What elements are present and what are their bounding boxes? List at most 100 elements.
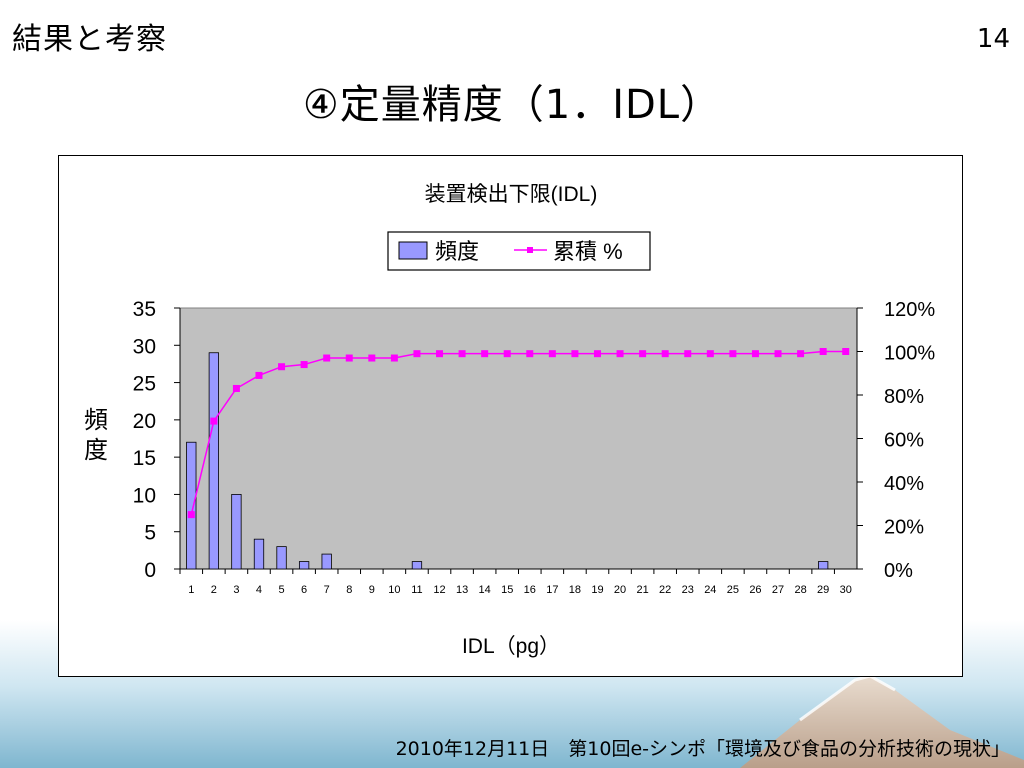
cumulative-point bbox=[300, 361, 308, 369]
section-title: 結果と考察 bbox=[12, 22, 167, 57]
x-tick-label: 12 bbox=[433, 584, 445, 596]
page-number: 14 bbox=[976, 24, 1010, 54]
cumulative-point bbox=[390, 354, 398, 362]
y2-tick-label: 60% bbox=[884, 430, 924, 452]
cumulative-point bbox=[436, 350, 444, 358]
y-tick-label: 10 bbox=[133, 484, 156, 507]
x-tick-label: 26 bbox=[749, 584, 761, 596]
x-tick-label: 13 bbox=[456, 584, 468, 596]
cumulative-point bbox=[661, 350, 669, 358]
x-axis-label: IDL（pg） bbox=[462, 635, 560, 658]
bar bbox=[231, 494, 242, 570]
bar bbox=[321, 553, 332, 570]
legend-line-marker bbox=[527, 247, 533, 253]
cumulative-point bbox=[368, 354, 376, 362]
bar bbox=[253, 538, 265, 570]
mountain-ridge bbox=[799, 674, 896, 722]
x-tick-label: 2 bbox=[211, 584, 217, 596]
x-tick-label: 5 bbox=[278, 584, 284, 596]
legend-bar-label: 頻度 bbox=[435, 239, 479, 264]
x-tick-label: 23 bbox=[682, 584, 694, 596]
y2-tick-label: 0% bbox=[884, 560, 913, 582]
cumulative-point bbox=[593, 350, 601, 358]
cumulative-point bbox=[413, 350, 421, 358]
x-tick-label: 29 bbox=[817, 584, 829, 596]
y-tick-label: 5 bbox=[144, 522, 156, 545]
y2-tick-label: 80% bbox=[884, 386, 924, 408]
bar bbox=[818, 561, 829, 570]
cumulative-point bbox=[616, 350, 624, 358]
x-tick-label: 22 bbox=[659, 584, 671, 596]
y2-tick-label: 120% bbox=[884, 299, 935, 321]
plot-area bbox=[179, 307, 858, 570]
cumulative-point bbox=[548, 350, 556, 358]
cumulative-point bbox=[503, 350, 511, 358]
chart-title: 装置検出下限(IDL) bbox=[425, 183, 598, 206]
cumulative-point bbox=[819, 348, 827, 355]
cumulative-point bbox=[797, 350, 805, 358]
legend-bar-swatch bbox=[398, 241, 428, 260]
mountain-shape bbox=[740, 676, 1024, 768]
x-tick-label: 27 bbox=[772, 584, 784, 596]
x-tick-label: 6 bbox=[301, 584, 307, 596]
cumulative-point bbox=[187, 511, 195, 519]
y-axis-label: 頻 bbox=[84, 407, 108, 434]
bar bbox=[186, 441, 197, 570]
x-tick-label: 3 bbox=[233, 584, 239, 596]
x-tick-label: 8 bbox=[346, 584, 352, 596]
cumulative-point bbox=[751, 350, 759, 358]
x-tick-label: 21 bbox=[636, 584, 648, 596]
cumulative-point bbox=[706, 350, 714, 358]
cumulative-point bbox=[232, 384, 240, 392]
cumulative-point bbox=[526, 350, 534, 358]
bar bbox=[276, 546, 287, 570]
x-tick-label: 15 bbox=[501, 584, 513, 596]
x-tick-label: 16 bbox=[524, 584, 536, 596]
y-tick-label: 25 bbox=[133, 373, 156, 396]
x-tick-label: 24 bbox=[704, 584, 716, 596]
bar bbox=[208, 352, 219, 570]
legend-line-label: 累積 % bbox=[553, 239, 623, 264]
cumulative-point bbox=[345, 354, 353, 362]
idl-chart: 装置検出下限(IDL)頻度 累積 %051015202530350%20%40%6… bbox=[84, 183, 935, 658]
x-tick-label: 18 bbox=[569, 584, 581, 596]
y-tick-label: 30 bbox=[133, 335, 156, 358]
cumulative-point bbox=[571, 350, 579, 358]
cumulative-point bbox=[210, 417, 218, 425]
y2-tick-label: 40% bbox=[884, 473, 924, 495]
y-tick-label: 20 bbox=[133, 410, 156, 433]
cumulative-point bbox=[458, 350, 466, 358]
cumulative-point bbox=[684, 350, 692, 358]
bar bbox=[411, 561, 423, 570]
bar bbox=[298, 561, 310, 570]
cumulative-point bbox=[729, 350, 737, 358]
x-tick-label: 30 bbox=[840, 584, 852, 596]
x-tick-label: 10 bbox=[388, 584, 400, 596]
x-tick-label: 17 bbox=[546, 584, 558, 596]
cumulative-point bbox=[323, 354, 331, 362]
y-axis-label: 度 bbox=[84, 437, 108, 464]
x-tick-label: 28 bbox=[794, 584, 806, 596]
x-tick-label: 20 bbox=[614, 584, 626, 596]
cumulative-point bbox=[255, 371, 263, 379]
x-tick-label: 14 bbox=[479, 584, 491, 596]
x-tick-label: 7 bbox=[324, 584, 330, 596]
cumulative-point bbox=[481, 350, 489, 358]
cumulative-point bbox=[639, 350, 647, 358]
legend-box bbox=[387, 231, 651, 271]
cumulative-line bbox=[190, 350, 846, 515]
y-tick-label: 35 bbox=[133, 298, 156, 321]
x-tick-label: 19 bbox=[591, 584, 603, 596]
y-tick-label: 0 bbox=[144, 559, 156, 582]
footer-text: 2010年12月11日 第10回e-シンポ「環境及び食品の分析技術の現状」 bbox=[395, 738, 1010, 760]
y2-tick-label: 100% bbox=[884, 343, 935, 365]
cumulative-point bbox=[774, 350, 782, 358]
y2-tick-label: 20% bbox=[884, 517, 924, 539]
chart-area: 装置検出下限(IDL) 頻度 累積 % 0 5 10 15 20 25 30 35 0% 20% 40% 6… bbox=[58, 155, 963, 677]
x-tick-label: 25 bbox=[727, 584, 739, 596]
x-tick-label: 11 bbox=[411, 584, 422, 596]
slide-title: ④定量精度（1．IDL） bbox=[302, 82, 722, 128]
y-tick-label: 15 bbox=[133, 447, 156, 470]
x-tick-label: 1 bbox=[188, 584, 194, 596]
cumulative-point bbox=[278, 363, 286, 371]
